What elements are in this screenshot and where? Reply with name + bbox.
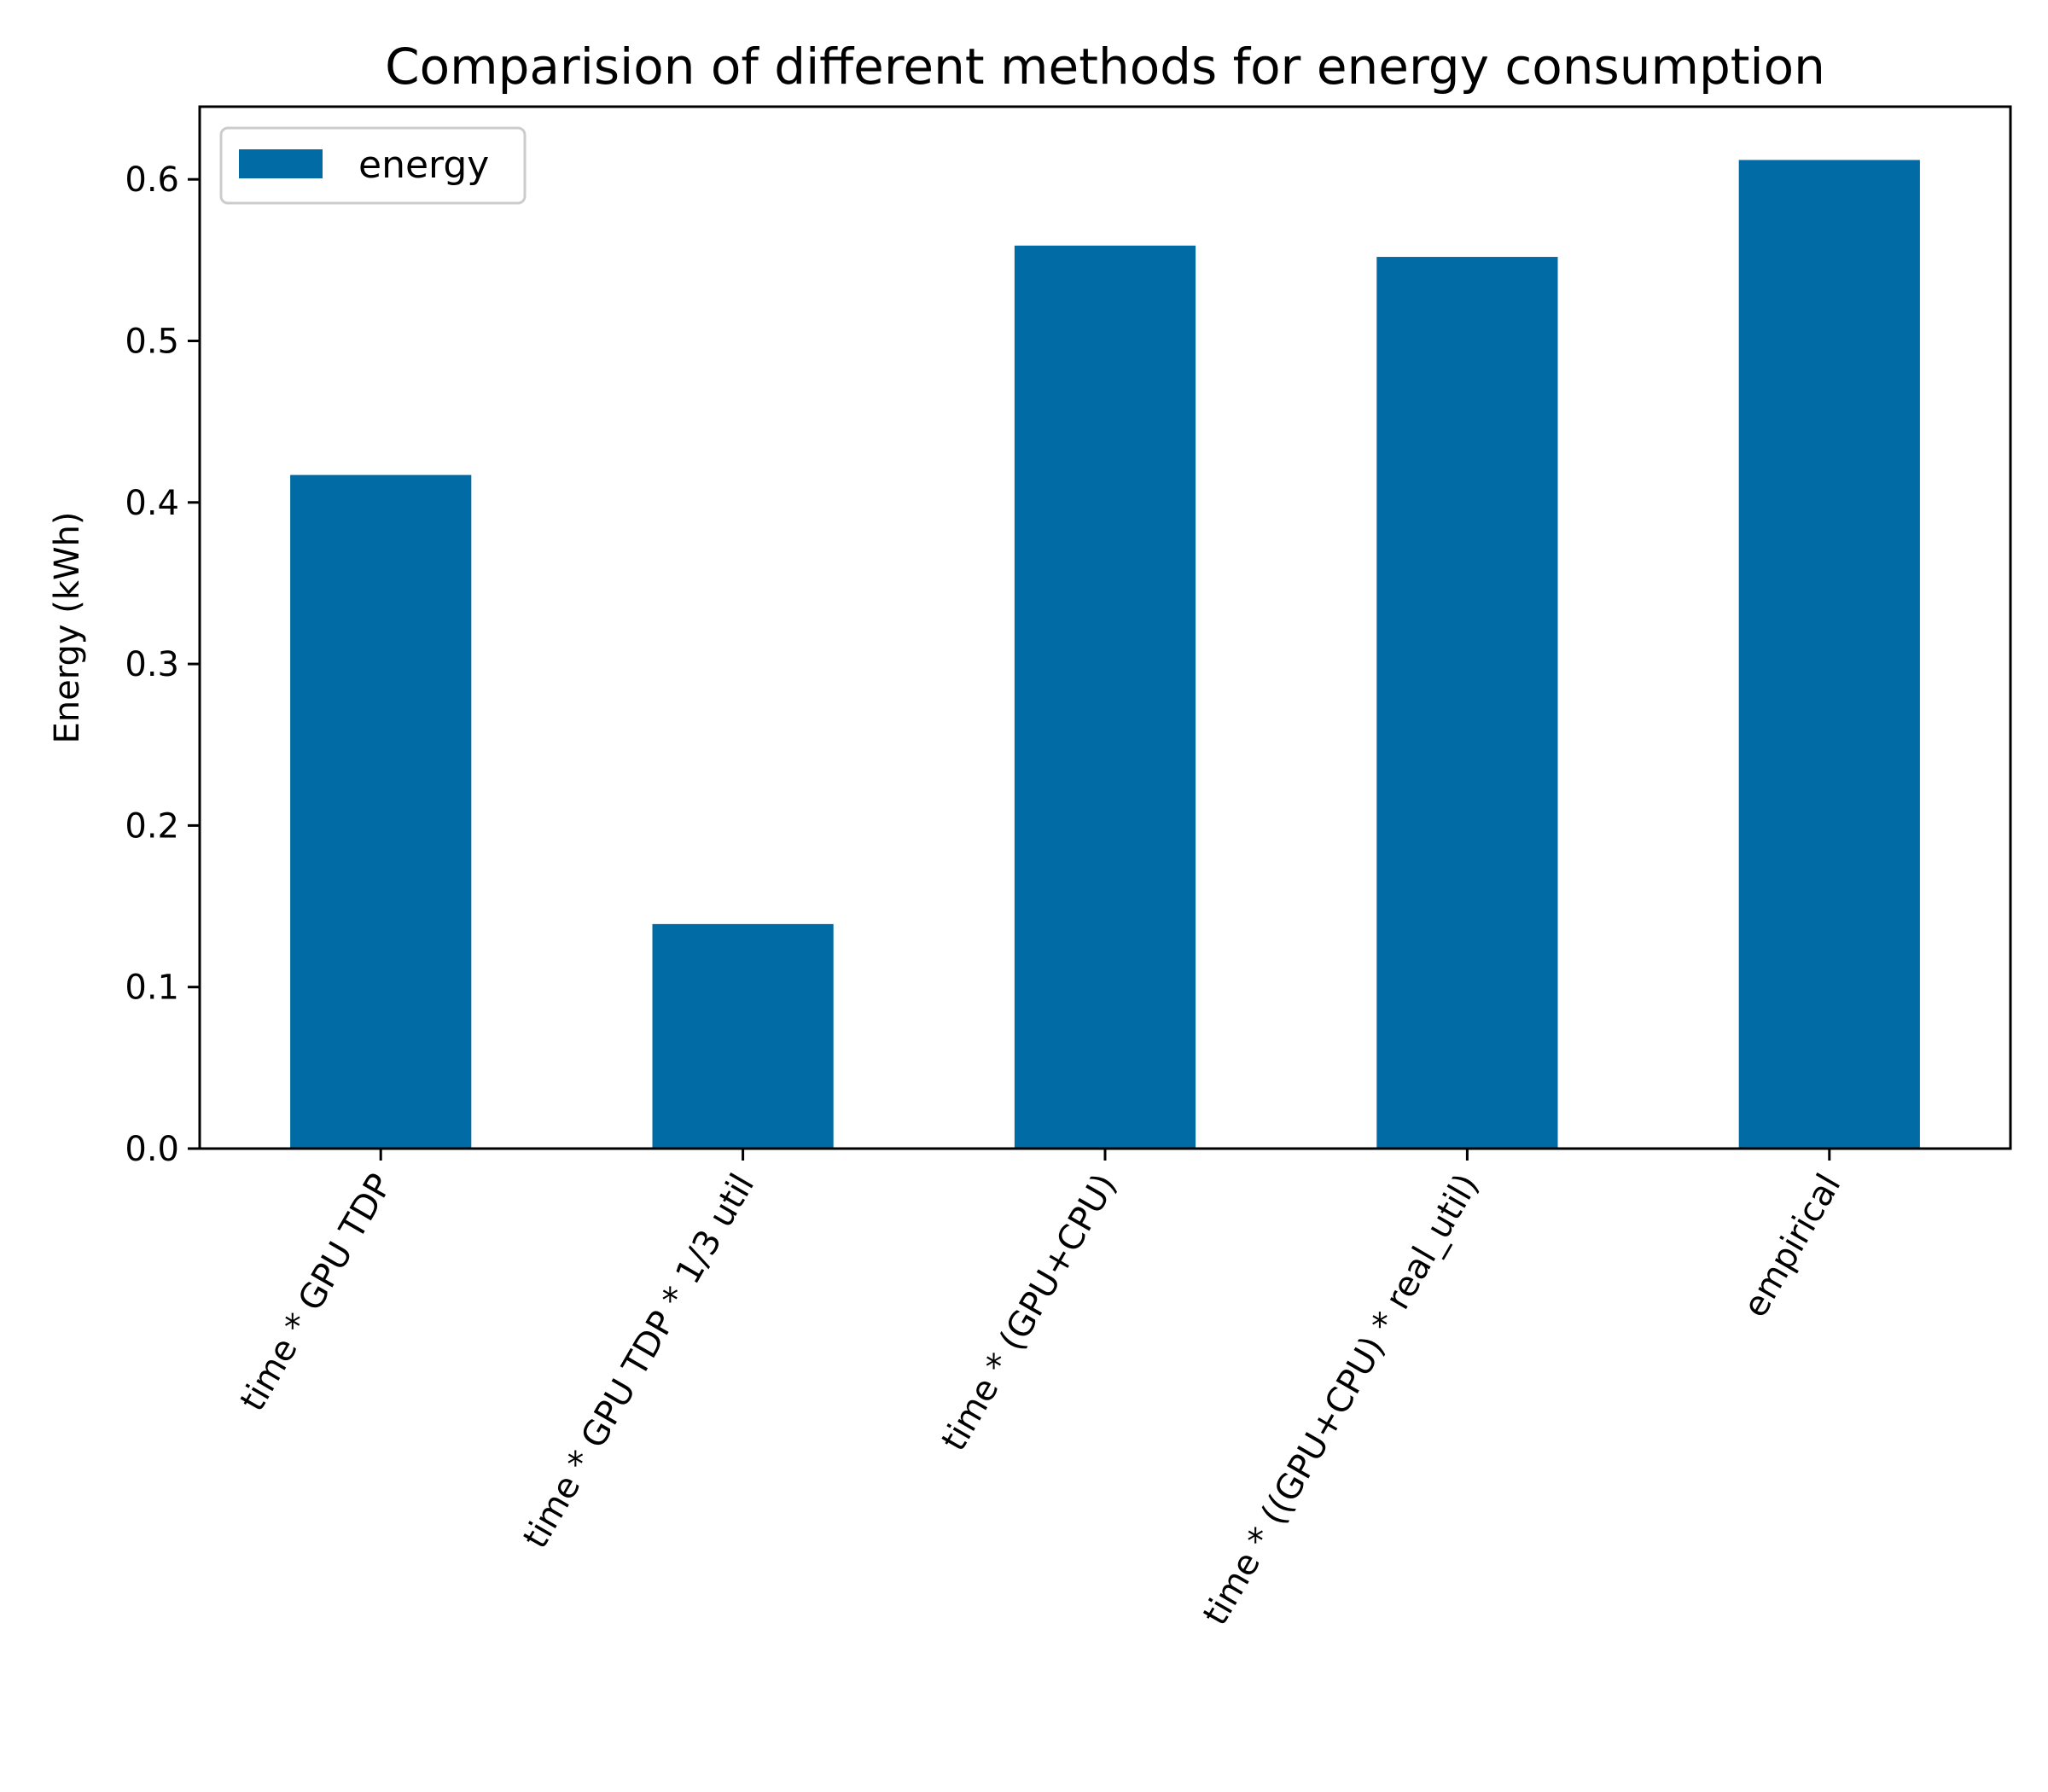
y-tick-label: 0.4 — [125, 484, 179, 523]
bar-3 — [1014, 245, 1196, 1149]
x-tick-label: time * ((GPU+CPU) * real_util) — [1196, 1167, 1487, 1632]
x-tick-label: time * GPU TDP * 1/3 util — [515, 1167, 762, 1555]
legend-swatch — [239, 149, 323, 178]
bar-1 — [290, 474, 472, 1149]
x-tick-label: time * (GPU+CPU) — [934, 1167, 1125, 1457]
legend-box — [219, 126, 527, 205]
y-tick-label: 0.3 — [125, 645, 179, 684]
y-tick-label: 0.1 — [125, 969, 179, 1008]
y-tick-label: 0.5 — [125, 322, 179, 361]
y-axis-label: Energy (kWh) — [48, 511, 87, 743]
bars-layer — [290, 160, 1920, 1149]
bar-4 — [1376, 257, 1558, 1149]
y-axis: 0.0 0.1 0.2 0.3 0.4 0.5 0.6 — [125, 160, 200, 1169]
bar-2 — [652, 923, 834, 1149]
bar-5 — [1738, 160, 1920, 1149]
legend-label: energy — [358, 143, 489, 187]
y-tick-label: 0.2 — [125, 806, 179, 846]
x-axis: time * GPU TDP time * GPU TDP * 1/3 util t… — [233, 1149, 1848, 1632]
chart-title: Comparision of different methods for ene… — [385, 38, 1825, 96]
x-tick-label: empirical — [1736, 1167, 1848, 1324]
legend: energy — [219, 126, 527, 205]
y-tick-label: 0.0 — [125, 1130, 179, 1169]
x-tick-label: time * GPU TDP — [233, 1167, 400, 1417]
y-tick-label: 0.6 — [125, 160, 179, 200]
